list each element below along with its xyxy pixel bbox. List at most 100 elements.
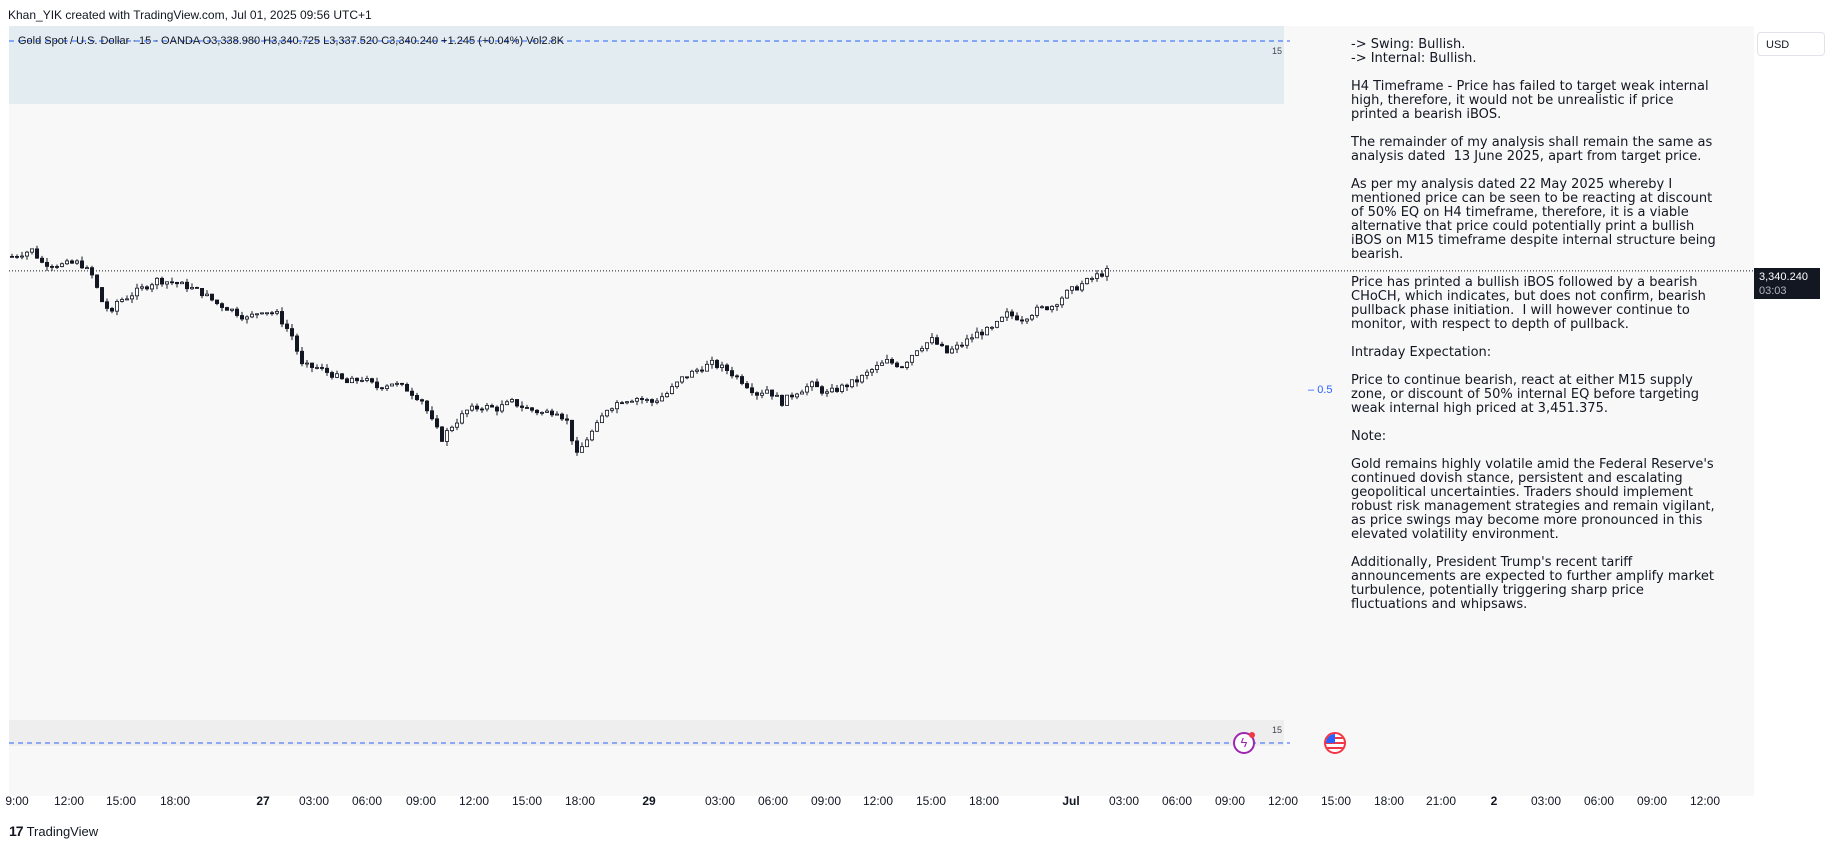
chart-pane[interactable] xyxy=(9,26,1754,796)
candle-body xyxy=(80,260,85,269)
currency-selector[interactable]: USD xyxy=(1757,32,1825,56)
candle-body xyxy=(389,383,394,387)
candle-body xyxy=(640,398,645,400)
candle-body xyxy=(35,248,40,259)
candle-body xyxy=(840,384,845,392)
candle-body xyxy=(85,267,90,270)
candle-body xyxy=(424,400,429,412)
analysis-paragraph: Price to continue bearish, react at eith… xyxy=(1351,373,1704,416)
us-flag-event-icon[interactable] xyxy=(1324,732,1346,754)
price-axis[interactable] xyxy=(1754,26,1835,796)
candle-body xyxy=(850,379,855,388)
candle-body xyxy=(449,426,454,432)
candle-body xyxy=(615,402,620,410)
candle-body xyxy=(1055,304,1060,307)
candle-body xyxy=(860,374,865,383)
candle-body xyxy=(269,312,274,315)
candle-body xyxy=(535,409,540,414)
candle-body xyxy=(725,364,730,371)
chart-credit: Khan_YIK created with TradingView.com, J… xyxy=(8,8,372,22)
x-tick-label: 15:00 xyxy=(916,794,946,808)
candle-body xyxy=(830,387,835,393)
candle-body xyxy=(685,376,690,379)
candle-body xyxy=(289,328,294,337)
timeframe-badge-top: 15 xyxy=(1272,46,1283,56)
candle-body xyxy=(409,390,414,396)
candle-body xyxy=(705,363,710,372)
x-tick-label: 06:00 xyxy=(1162,794,1192,808)
x-tick-label: 12:00 xyxy=(1268,794,1298,808)
candle-body xyxy=(920,348,925,352)
candle-body xyxy=(905,361,910,368)
candle-body xyxy=(625,401,630,404)
candle-body xyxy=(995,320,1000,328)
candle-body xyxy=(444,430,449,442)
candle-body xyxy=(354,377,359,382)
candle-body xyxy=(545,410,550,413)
candle-body xyxy=(239,315,244,320)
candle-body xyxy=(695,369,700,372)
candle-body xyxy=(349,377,354,384)
candle-body xyxy=(50,266,55,268)
candle-body xyxy=(179,281,184,285)
candle-body xyxy=(650,399,655,403)
candle-body xyxy=(479,408,484,411)
symbol-legend[interactable]: Gold Spot / U.S. Dollar · 15 · OANDA O3,… xyxy=(18,35,565,47)
x-tick-label: 03:00 xyxy=(299,794,329,808)
candle-body xyxy=(1090,278,1095,280)
candle-body xyxy=(635,398,640,402)
candle-body xyxy=(785,394,790,406)
candle-body xyxy=(399,382,404,385)
candle-body xyxy=(1085,278,1090,285)
candle-body xyxy=(120,299,125,302)
candle-body xyxy=(359,379,364,382)
candle-body xyxy=(755,392,760,396)
candle-body xyxy=(805,386,810,393)
x-tick-label: 06:00 xyxy=(1584,794,1614,808)
candle-body xyxy=(985,326,990,336)
candle-body xyxy=(324,367,329,373)
candle-body xyxy=(970,337,975,340)
x-tick-label: 21:00 xyxy=(1426,794,1456,808)
x-tick-label: 18:00 xyxy=(160,794,190,808)
candle-body xyxy=(930,337,935,344)
candle-body xyxy=(229,308,234,311)
candle-body xyxy=(504,401,509,406)
candle-body xyxy=(489,405,494,408)
candle-body xyxy=(125,298,130,301)
candle-body xyxy=(515,399,520,407)
candle-body xyxy=(404,383,409,392)
candle-body xyxy=(169,281,174,284)
candle-body xyxy=(600,415,605,424)
candle-body xyxy=(199,288,204,297)
candle-body xyxy=(585,439,590,448)
tradingview-logo[interactable]: 17 TradingView xyxy=(9,823,98,839)
tradingview-brand: TradingView xyxy=(26,823,99,839)
candle-body xyxy=(935,337,940,345)
x-tick-label: 18:00 xyxy=(1374,794,1404,808)
candle-body xyxy=(800,391,805,395)
lightning-event-icon[interactable]: ϟ xyxy=(1233,732,1255,754)
candle-body xyxy=(865,371,870,376)
candle-body xyxy=(100,287,105,303)
candle-body xyxy=(1020,319,1025,322)
candle-body xyxy=(555,413,560,416)
candle-body xyxy=(429,410,434,420)
x-tick-label: 18:00 xyxy=(565,794,595,808)
candle-body xyxy=(880,362,885,366)
candle-body xyxy=(164,281,169,285)
analysis-paragraph: Additionally, President Trump's recent t… xyxy=(1351,555,1719,612)
candle-body xyxy=(65,260,70,265)
candle-body xyxy=(855,379,860,383)
candle-body xyxy=(675,381,680,388)
demand-zone xyxy=(9,720,1284,746)
candle-body xyxy=(1005,311,1010,318)
x-tick-label: 03:00 xyxy=(1109,794,1139,808)
candle-body xyxy=(14,256,19,258)
candle-body xyxy=(960,344,965,347)
candle-body xyxy=(95,274,100,288)
candle-body xyxy=(620,402,625,405)
candle-body xyxy=(414,395,419,401)
x-tick-label: 09:00 xyxy=(1637,794,1667,808)
candle-body xyxy=(955,344,960,350)
